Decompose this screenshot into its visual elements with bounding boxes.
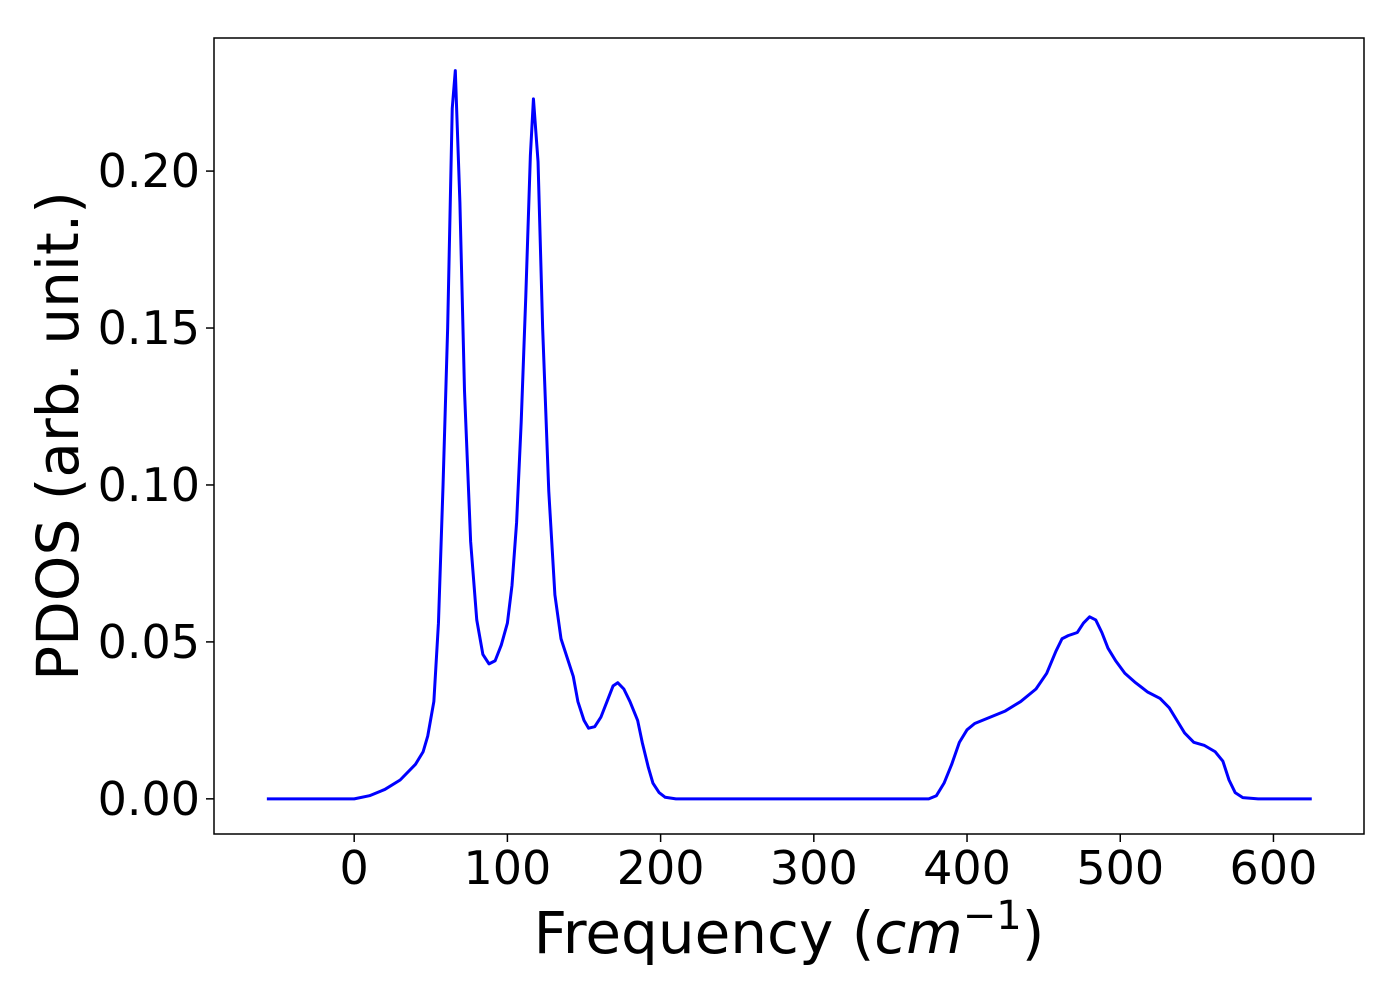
y-tick-label: 0.10 <box>98 458 200 512</box>
plot-frame <box>213 37 1365 835</box>
y-tick-label: 0.00 <box>98 772 200 826</box>
x-tick-label: 100 <box>463 841 551 895</box>
x-axis-label: Frequency (cm−1) <box>534 893 1045 967</box>
y-tick-label: 0.15 <box>98 301 200 355</box>
x-tick-label: 200 <box>617 841 705 895</box>
x-tick-label: 500 <box>1076 841 1164 895</box>
y-tick-label: 0.05 <box>98 615 200 669</box>
x-label-close: ) <box>1022 899 1045 967</box>
x-label-unit: cm <box>874 899 962 967</box>
data-line <box>266 69 1312 801</box>
x-tick-label: 0 <box>340 841 369 895</box>
x-tick-label: 600 <box>1230 841 1318 895</box>
x-label-text: Frequency ( <box>534 899 875 967</box>
x-tick-label: 300 <box>770 841 858 895</box>
y-tick-label: 0.20 <box>98 144 200 198</box>
x-tick-label: 400 <box>923 841 1011 895</box>
y-axis-label: PDOS (arb. unit.) <box>24 191 92 681</box>
x-label-exponent: −1 <box>963 893 1022 939</box>
